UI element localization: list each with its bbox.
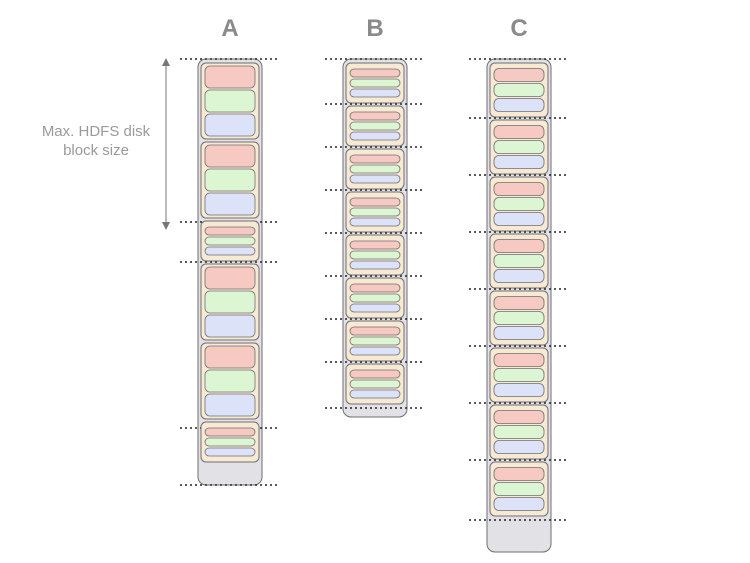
column-a-block-4-red-band — [204, 266, 256, 290]
column-b-block-8-red-band — [349, 369, 401, 379]
column-a-block-5-blue-band — [204, 393, 256, 417]
column-a-block-3-blue-band — [204, 246, 256, 256]
column-b-block-4-red-band — [349, 197, 401, 207]
column-b-block-5-green-band — [349, 250, 401, 260]
column-c-block-4-blue-band — [493, 269, 545, 283]
column-b-block-2-blue-band — [349, 131, 401, 141]
column-a-block-2-blue-band — [204, 192, 256, 216]
column-b-block-7-red-band — [349, 326, 401, 336]
column-b-block-8-blue-band — [349, 389, 401, 399]
column-c-block-7-green-band — [493, 425, 545, 439]
column-c-block-1-blue-band — [493, 98, 545, 112]
column-c-block-4-green-band — [493, 254, 545, 268]
column-b-block-4-blue-band — [349, 217, 401, 227]
column-c-block-1-green-band — [493, 83, 545, 97]
column-a-block-2-green-band — [204, 168, 256, 192]
column-b-block-7-green-band — [349, 336, 401, 346]
column-a-block-3-green-band — [204, 236, 256, 246]
column-b-block-1-green-band — [349, 78, 401, 88]
column-c-block-8-green-band — [493, 482, 545, 496]
column-c-block-2-green-band — [493, 140, 545, 154]
column-c-block-2-blue-band — [493, 155, 545, 169]
column-b-block-5-red-band — [349, 240, 401, 250]
column-a-block-2-red-band — [204, 144, 256, 168]
column-a-block-1-red-band — [204, 65, 256, 89]
column-c-title: C — [510, 15, 527, 42]
max-block-size-label-line2: block size — [63, 142, 129, 159]
column-b-block-2-red-band — [349, 111, 401, 121]
column-b-block-3-green-band — [349, 164, 401, 174]
column-b-block-4-green-band — [349, 207, 401, 217]
column-a-block-6-red-band — [204, 427, 256, 437]
column-a-title: A — [221, 15, 238, 42]
column-c-block-4-red-band — [493, 239, 545, 253]
column-b-block-6-blue-band — [349, 303, 401, 313]
column-a-block-3-red-band — [204, 226, 256, 236]
column-c-block-2-red-band — [493, 125, 545, 139]
column-c-lines — [469, 58, 569, 521]
column-c-block-6-red-band — [493, 353, 545, 367]
column-c-block-7-blue-band — [493, 440, 545, 454]
column-c-block-3-green-band — [493, 197, 545, 211]
column-b-block-8-green-band — [349, 379, 401, 389]
column-c-block-5-red-band — [493, 296, 545, 310]
column-a-blocks — [200, 62, 260, 463]
column-c-block-7-red-band — [493, 410, 545, 424]
column-b-title: B — [366, 15, 383, 42]
column-b-lines — [325, 58, 425, 409]
column-b-block-6-green-band — [349, 293, 401, 303]
column-c-block-3-blue-band — [493, 212, 545, 226]
column-b-block-3-blue-band — [349, 174, 401, 184]
column-c-block-5-green-band — [493, 311, 545, 325]
column-c-blocks — [489, 62, 549, 517]
column-b — [325, 58, 425, 418]
column-b-block-1-red-band — [349, 68, 401, 78]
column-c-block-3-red-band — [493, 182, 545, 196]
column-a — [180, 58, 280, 486]
column-a-block-1-blue-band — [204, 113, 256, 137]
column-a-block-6-green-band — [204, 437, 256, 447]
column-b-block-3-red-band — [349, 154, 401, 164]
column-b-block-5-blue-band — [349, 260, 401, 270]
column-c-block-5-blue-band — [493, 326, 545, 340]
column-b-block-6-red-band — [349, 283, 401, 293]
column-c-block-1-red-band — [493, 68, 545, 82]
column-c-block-8-red-band — [493, 467, 545, 481]
column-a-block-4-green-band — [204, 290, 256, 314]
column-a-block-1-green-band — [204, 89, 256, 113]
column-c-block-8-blue-band — [493, 497, 545, 511]
column-a-block-5-red-band — [204, 345, 256, 369]
column-b-block-1-blue-band — [349, 88, 401, 98]
column-c — [469, 58, 569, 553]
column-b-blocks — [345, 62, 405, 405]
column-b-block-2-green-band — [349, 121, 401, 131]
column-c-block-6-green-band — [493, 368, 545, 382]
column-a-block-5-green-band — [204, 369, 256, 393]
column-c-block-6-blue-band — [493, 383, 545, 397]
column-a-block-4-blue-band — [204, 314, 256, 338]
max-block-size-label-line1: Max. HDFS disk — [42, 123, 151, 140]
column-a-block-6-blue-band — [204, 447, 256, 457]
column-b-block-7-blue-band — [349, 346, 401, 356]
